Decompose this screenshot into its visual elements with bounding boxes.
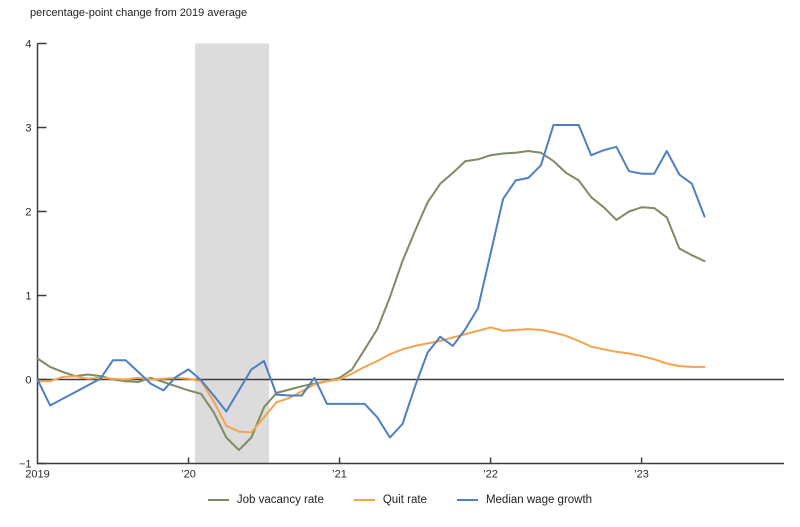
recession-band	[195, 43, 270, 464]
legend-label: Median wage growth	[485, 494, 593, 506]
legend-swatch	[353, 499, 375, 501]
legend-label: Job vacancy rate	[236, 494, 324, 506]
y-tick-label: 3	[25, 123, 31, 135]
legend-swatch	[207, 499, 229, 501]
y-tick-label: −1	[19, 459, 32, 471]
series-line-median-wage-growth	[36, 124, 706, 439]
x-tick-label: ’20	[181, 469, 196, 481]
legend-swatch	[456, 499, 478, 501]
x-tick-label: ’22	[483, 469, 498, 481]
y-tick-label: 1	[25, 291, 31, 303]
legend-label: Quit rate	[382, 494, 427, 506]
chart-title: percentage-point change from 2019 averag…	[30, 7, 248, 19]
x-tick-label: ’21	[332, 469, 347, 481]
series-line-quit-rate	[36, 326, 706, 434]
x-tick-label: ’23	[634, 469, 649, 481]
series-line-job-vacancy-rate	[36, 150, 706, 452]
y-tick-label: 2	[25, 207, 31, 219]
y-tick-label: 0	[25, 375, 31, 387]
legend-item-quit-rate: Quit rate	[353, 494, 427, 506]
chart-legend: Job vacancy rate Quit rate Median wage gro…	[0, 494, 800, 506]
x-tick-label: 2019	[25, 469, 49, 481]
y-tick-label: 4	[25, 39, 31, 51]
legend-item-median-wage-growth: Median wage growth	[456, 494, 593, 506]
legend-item-job-vacancy-rate: Job vacancy rate	[207, 494, 324, 506]
